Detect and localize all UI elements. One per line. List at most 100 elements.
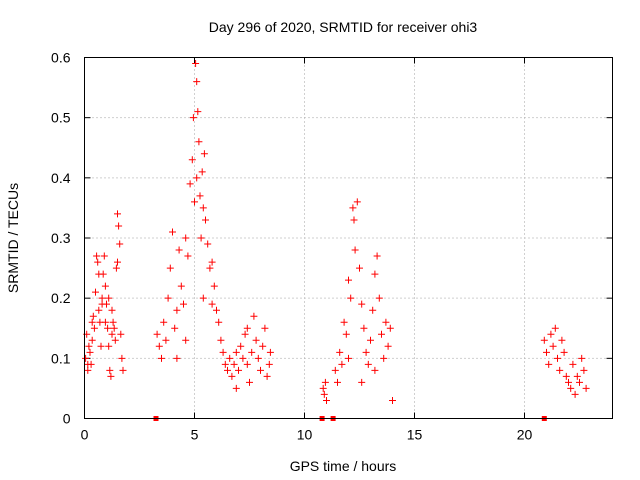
data-point: [208, 258, 216, 266]
x-tick-label: 0: [81, 427, 89, 443]
data-point: [164, 294, 172, 302]
data-point: [358, 378, 366, 386]
data-point: [334, 378, 341, 386]
data-point: [554, 354, 561, 362]
data-point: [87, 360, 95, 368]
x-tick-label: 15: [407, 427, 423, 443]
y-tick-label: 0.6: [51, 50, 71, 66]
data-point: [199, 294, 207, 302]
data-point: [186, 180, 194, 188]
data-point: [115, 222, 123, 230]
data-point: [92, 288, 99, 296]
y-tick-labels: 0 0.1 0.2 0.3 0.4 0.5 0.6: [51, 50, 71, 427]
data-point: [93, 252, 101, 260]
data-point: [371, 270, 379, 278]
data-point: [389, 396, 396, 404]
data-point: [215, 318, 223, 326]
data-point: [199, 204, 207, 212]
data-point: [114, 258, 121, 266]
data-point: [321, 378, 329, 386]
data-point: [358, 300, 366, 308]
data-point: [189, 114, 197, 122]
data-point: [320, 390, 328, 398]
data-point: [94, 258, 102, 266]
data-point: [193, 78, 201, 86]
data-point: [200, 150, 208, 158]
x-tick-label: 5: [191, 427, 199, 443]
data-point: [191, 198, 198, 206]
data-point: [119, 366, 127, 374]
data-point: [173, 354, 181, 362]
data-point: [543, 348, 550, 356]
data-point: [86, 348, 94, 356]
data-point: [192, 60, 200, 68]
data-point: [362, 348, 370, 356]
data-point: [551, 324, 559, 332]
data-point: [351, 246, 359, 254]
data-point: [257, 366, 264, 374]
data-point: [95, 306, 103, 314]
data-point: [114, 210, 121, 218]
data-point: [373, 252, 381, 260]
data-point: [175, 246, 183, 254]
data-point: [580, 366, 588, 374]
data-point: [226, 354, 234, 362]
data-point: [208, 300, 216, 308]
data-point: [160, 318, 168, 326]
data-point: [166, 264, 174, 272]
data-point: [232, 348, 240, 356]
data-point: [109, 318, 117, 326]
data-point: [571, 390, 579, 398]
data-point: [382, 318, 390, 326]
data-point: [153, 330, 161, 338]
data-point: [375, 294, 383, 302]
data-point: [331, 366, 339, 374]
data-point: [576, 378, 583, 386]
data-point: [110, 324, 118, 332]
data-point: [360, 324, 368, 332]
data-point: [565, 378, 572, 386]
data-point: [206, 264, 214, 272]
data-point: [90, 324, 98, 332]
data-point: [198, 168, 206, 176]
chart-title: Day 296 of 2020, SRMTID for receiver ohi…: [209, 19, 478, 35]
data-point: [107, 372, 115, 380]
data-point: [540, 336, 548, 344]
data-point: [573, 372, 581, 380]
data-point: [173, 306, 181, 314]
data-point: [219, 348, 227, 356]
data-points: [82, 60, 590, 404]
y-tick-label: 0.1: [51, 350, 71, 366]
data-point: [104, 324, 112, 332]
data-point: [197, 234, 205, 242]
data-point: [204, 240, 212, 248]
data-point: [97, 342, 105, 350]
data-point: [213, 306, 220, 314]
data-point: [82, 354, 90, 362]
data-point: [95, 270, 103, 278]
data-point: [347, 294, 355, 302]
data-point: [545, 360, 553, 368]
data-point: [184, 252, 192, 260]
data-point: [323, 396, 330, 404]
data-point: [182, 336, 190, 344]
data-point: [239, 354, 247, 362]
data-point: [558, 336, 566, 344]
data-point: [101, 282, 109, 290]
data-point: [349, 204, 357, 212]
x-tick-label: 10: [297, 427, 313, 443]
data-point: [369, 306, 377, 314]
y-tick-label: 0.2: [51, 290, 71, 306]
data-point: [560, 348, 568, 356]
data-point: [265, 360, 273, 368]
data-point: [188, 156, 196, 164]
data-point: [246, 378, 253, 386]
y-tick-label: 0.4: [51, 170, 71, 186]
data-point: [98, 294, 106, 302]
data-point: [180, 300, 187, 308]
data-point: [567, 384, 575, 392]
data-point: [105, 294, 113, 302]
data-point: [345, 276, 352, 284]
y-axis-label: SRMTID / TECUs: [5, 183, 21, 293]
data-point: [228, 372, 236, 380]
